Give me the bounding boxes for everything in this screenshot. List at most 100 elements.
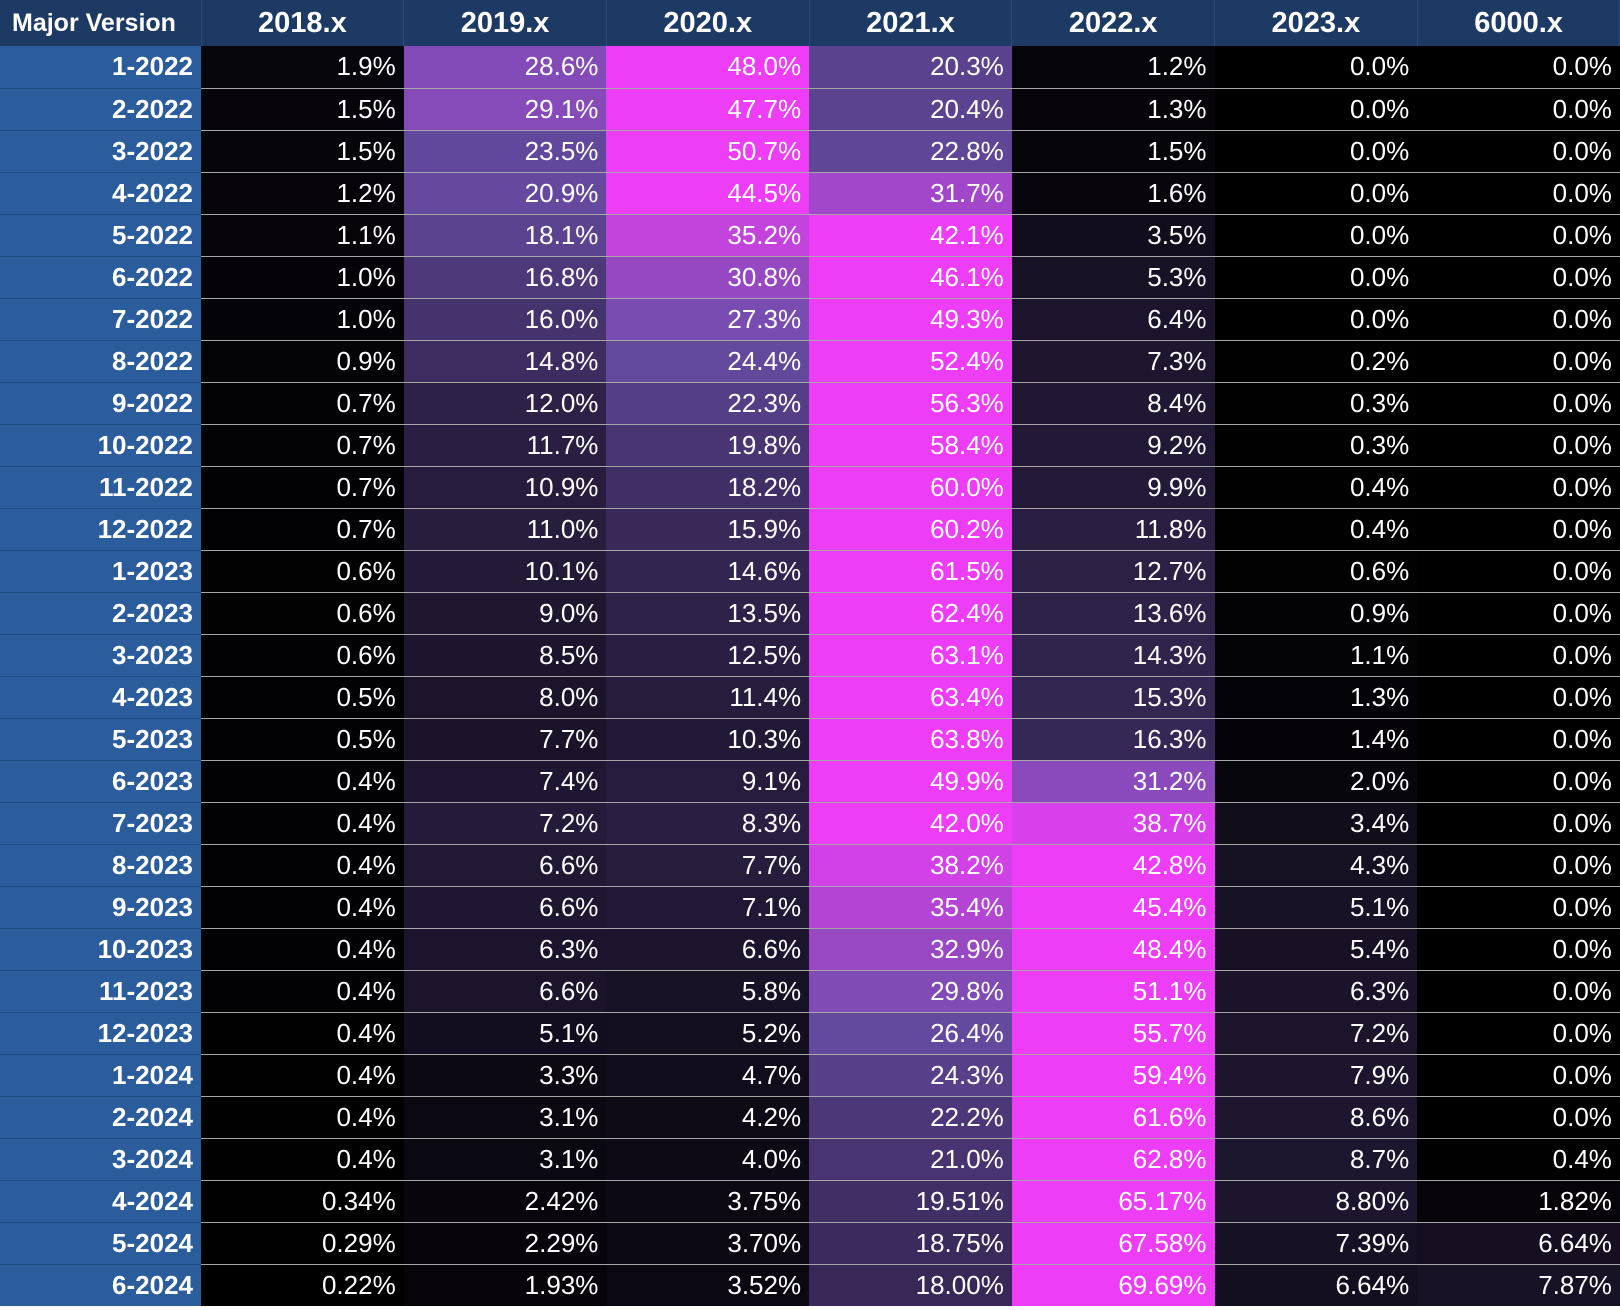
heatmap-cell: 1.0% [201,256,404,299]
heatmap-cell: 0.4% [201,928,404,971]
table-row: 2-2022 1.5% 29.1% 47.7% 20.4% 1.3% 0.0% 0.0% [0,88,1620,131]
row-label: 7-2022 [0,298,201,341]
table-row: 9-2022 0.7% 12.0% 22.3% 56.3% 8.4% 0.3% 0.0% [0,382,1620,425]
heatmap-cell: 8.80% [1214,1180,1418,1223]
heatmap-cell: 4.2% [606,1096,810,1139]
table-row: 4-2024 0.34% 2.42% 3.75% 19.51% 65.17% 8.80% 1.… [0,1180,1620,1223]
heatmap-cell: 6.3% [1214,970,1418,1013]
heatmap-cell: 0.0% [1417,424,1620,467]
heatmap-cell: 15.9% [606,508,810,551]
heatmap-cell: 12.7% [1011,550,1215,593]
heatmap-cell: 8.0% [403,676,607,719]
heatmap-cell: 11.8% [1011,508,1215,551]
heatmap-cell: 51.1% [1011,970,1215,1013]
heatmap-cell: 35.4% [809,886,1012,929]
row-label: 2-2022 [0,88,201,131]
row-label: 12-2023 [0,1012,201,1055]
heatmap-cell: 3.5% [1011,214,1215,257]
heatmap-cell: 31.7% [809,172,1012,215]
heatmap-cell: 10.9% [403,466,607,509]
heatmap-cell: 9.2% [1011,424,1215,467]
row-label: 3-2022 [0,130,201,173]
heatmap-cell: 22.2% [809,1096,1012,1139]
heatmap-cell: 7.7% [606,844,810,887]
heatmap-cell: 0.2% [1214,340,1418,383]
row-label: 4-2023 [0,676,201,719]
heatmap-cell: 0.4% [201,844,404,887]
heatmap-cell: 7.2% [403,802,607,845]
heatmap-cell: 60.2% [809,508,1012,551]
heatmap-cell: 5.2% [606,1012,810,1055]
heatmap-cell: 3.75% [606,1180,810,1223]
table-row: 1-2024 0.4% 3.3% 4.7% 24.3% 59.4% 7.9% 0.0% [0,1054,1620,1097]
row-label: 3-2023 [0,634,201,677]
heatmap-cell: 1.1% [201,214,404,257]
heatmap-cell: 26.4% [809,1012,1012,1055]
heatmap-cell: 7.9% [1214,1054,1418,1097]
heatmap-cell: 2.42% [403,1180,607,1223]
heatmap-cell: 10.1% [403,550,607,593]
heatmap-cell: 0.4% [201,970,404,1013]
heatmap-cell: 8.3% [606,802,810,845]
heatmap-cell: 22.3% [606,382,810,425]
row-label: 9-2023 [0,886,201,929]
heatmap-cell: 0.0% [1214,172,1418,215]
heatmap-cell: 1.6% [1011,172,1215,215]
column-header: 2022.x [1011,0,1216,46]
heatmap-cell: 24.4% [606,340,810,383]
table-row: 8-2022 0.9% 14.8% 24.4% 52.4% 7.3% 0.2% 0.0% [0,340,1620,383]
heatmap-cell: 0.0% [1214,298,1418,341]
table-row: 2-2024 0.4% 3.1% 4.2% 22.2% 61.6% 8.6% 0.0% [0,1096,1620,1139]
heatmap-cell: 30.8% [606,256,810,299]
row-label: 1-2023 [0,550,201,593]
heatmap-cell: 5.1% [1214,886,1418,929]
heatmap-cell: 0.0% [1214,46,1418,89]
heatmap-cell: 11.4% [606,676,810,719]
heatmap-cell: 0.9% [1214,592,1418,635]
table-row: 3-2023 0.6% 8.5% 12.5% 63.1% 14.3% 1.1% 0.0% [0,634,1620,677]
heatmap-cell: 3.1% [403,1138,607,1181]
heatmap-cell: 0.3% [1214,382,1418,425]
heatmap-cell: 1.82% [1417,1180,1620,1223]
table-row: 5-2023 0.5% 7.7% 10.3% 63.8% 16.3% 1.4% 0.0% [0,718,1620,761]
table-row: 10-2023 0.4% 6.3% 6.6% 32.9% 48.4% 5.4% 0.0% [0,928,1620,971]
heatmap-cell: 2.0% [1214,760,1418,803]
heatmap-cell: 5.4% [1214,928,1418,971]
table-row: 7-2022 1.0% 16.0% 27.3% 49.3% 6.4% 0.0% 0.0% [0,298,1620,341]
heatmap-cell: 20.4% [809,88,1012,131]
heatmap-cell: 50.7% [606,130,810,173]
table-row: 5-2024 0.29% 2.29% 3.70% 18.75% 67.58% 7.39% 6.… [0,1222,1620,1265]
heatmap-cell: 0.4% [201,1054,404,1097]
heatmap-cell: 0.0% [1417,382,1620,425]
row-label: 1-2022 [0,46,201,89]
heatmap-cell: 1.93% [403,1264,607,1307]
heatmap-cell: 14.3% [1011,634,1215,677]
heatmap-cell: 5.8% [606,970,810,1013]
heatmap-cell: 45.4% [1011,886,1215,929]
heatmap-cell: 6.6% [606,928,810,971]
column-header: 2018.x [201,0,405,46]
heatmap-cell: 63.8% [809,718,1012,761]
heatmap-cell: 6.4% [1011,298,1215,341]
heatmap-cell: 6.64% [1214,1264,1418,1307]
heatmap-cell: 18.1% [403,214,607,257]
heatmap-cell: 0.0% [1417,634,1620,677]
heatmap-cell: 0.0% [1417,928,1620,971]
heatmap-cell: 0.0% [1214,214,1418,257]
heatmap-cell: 7.39% [1214,1222,1418,1265]
heatmap-cell: 0.5% [201,676,404,719]
heatmap-cell: 29.1% [403,88,607,131]
heatmap-cell: 61.6% [1011,1096,1215,1139]
heatmap-cell: 35.2% [606,214,810,257]
heatmap-cell: 1.5% [201,130,404,173]
heatmap-cell: 0.0% [1417,1012,1620,1055]
heatmap-cell: 67.58% [1011,1222,1215,1265]
heatmap-cell: 0.4% [1214,508,1418,551]
heatmap-cell: 52.4% [809,340,1012,383]
heatmap-cell: 1.4% [1214,718,1418,761]
heatmap-cell: 0.0% [1417,88,1620,131]
heatmap-cell: 0.0% [1214,130,1418,173]
heatmap-cell: 1.5% [1011,130,1215,173]
table-row: 7-2023 0.4% 7.2% 8.3% 42.0% 38.7% 3.4% 0.0% [0,802,1620,845]
